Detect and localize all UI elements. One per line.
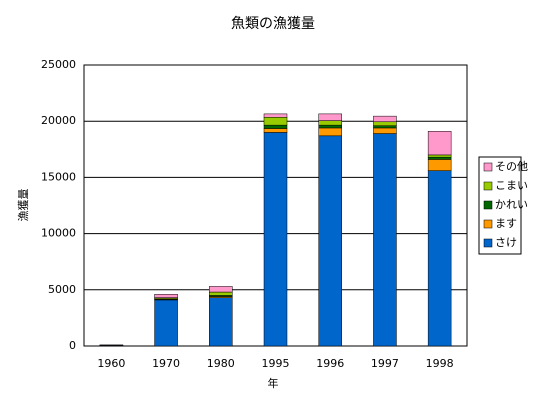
bar-segment [427, 131, 452, 156]
bar-segment [427, 170, 452, 347]
legend-swatch [483, 238, 493, 248]
bar-segment [263, 128, 288, 133]
bar-segment [154, 299, 178, 347]
bar-segment [373, 133, 397, 347]
legend-label: こまい [495, 179, 528, 192]
y-tick-label: 25000 [41, 58, 76, 71]
legend-label: さけ [495, 236, 517, 249]
x-tick-label: 1996 [316, 357, 344, 370]
bar-segment [263, 132, 288, 347]
bar-segment [209, 291, 233, 296]
bar-segment [318, 113, 342, 121]
bar-segment [318, 135, 342, 347]
bar-segment [427, 154, 452, 158]
y-tick-label: 20000 [41, 114, 76, 127]
bar-segment [263, 124, 288, 129]
bar-segment [373, 127, 397, 134]
bar-segment [373, 115, 397, 123]
y-tick-label: 10000 [41, 227, 76, 240]
legend-swatch [483, 219, 493, 229]
y-axis-label: 漁獲量 [16, 189, 30, 222]
legend-label: かれい [495, 198, 528, 211]
bar-segment [263, 113, 288, 118]
bar-segment [427, 156, 452, 160]
bar-segment [318, 127, 342, 137]
x-axis-label: 年 [268, 376, 279, 390]
legend-label: ます [495, 217, 517, 230]
bar-segment [427, 159, 452, 171]
bar-segment [373, 125, 397, 129]
legend-swatch [483, 181, 493, 191]
x-tick-label: 1995 [262, 357, 290, 370]
x-tick-label: 1997 [371, 357, 399, 370]
x-tick-label: 1970 [152, 357, 180, 370]
bar-segment [209, 286, 233, 293]
bar-segment [263, 117, 288, 126]
y-tick-label: 5000 [48, 283, 76, 296]
y-tick-label: 0 [69, 339, 76, 352]
legend-swatch [483, 200, 493, 210]
legend-label: その他 [495, 160, 528, 173]
x-tick-label: 1998 [426, 357, 454, 370]
bar-segment [209, 297, 233, 347]
bar-segment [318, 120, 342, 126]
bar-segment [373, 121, 397, 126]
x-tick-label: 1980 [207, 357, 235, 370]
chart-title: 魚類の漁獲量 [231, 16, 315, 32]
legend-swatch [483, 162, 493, 172]
bar-segment [318, 124, 342, 129]
bar-segment [154, 294, 178, 298]
x-tick-label: 1960 [97, 357, 125, 370]
y-tick-label: 15000 [41, 170, 76, 183]
